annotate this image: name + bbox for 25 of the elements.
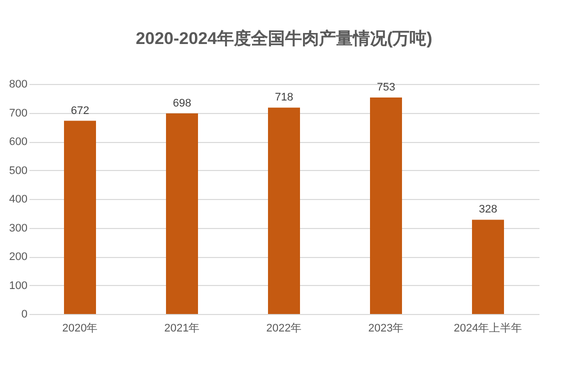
bar (166, 113, 198, 314)
x-tick-label: 2024年上半年 (454, 322, 522, 334)
y-tick-label: 500 (9, 164, 28, 177)
y-tick-label: 100 (9, 280, 28, 292)
data-label: 698 (172, 97, 192, 110)
data-label: 753 (376, 82, 396, 94)
y-tick-label: 800 (9, 78, 28, 90)
data-label: 718 (274, 92, 294, 104)
y-tick-label: 300 (9, 222, 28, 234)
data-label: 328 (478, 204, 498, 216)
x-tick-label: 2022年 (266, 322, 302, 334)
y-tick-label: 200 (9, 251, 28, 263)
y-tick-label: 400 (9, 194, 28, 206)
chart-title: 2020-2024年度全国牛肉产量情况(万吨) (136, 29, 432, 48)
bar (64, 120, 96, 314)
data-label: 672 (70, 104, 90, 117)
y-tick-label: 600 (9, 136, 28, 148)
x-tick-label: 2023年 (368, 322, 404, 334)
bar (268, 108, 300, 314)
x-tick-label: 2020年 (62, 322, 98, 334)
x-tick-label: 2021年 (164, 322, 200, 334)
bar (472, 220, 504, 314)
y-tick-label: 700 (9, 107, 28, 120)
bar (370, 98, 402, 314)
y-tick-label: 0 (21, 308, 28, 320)
